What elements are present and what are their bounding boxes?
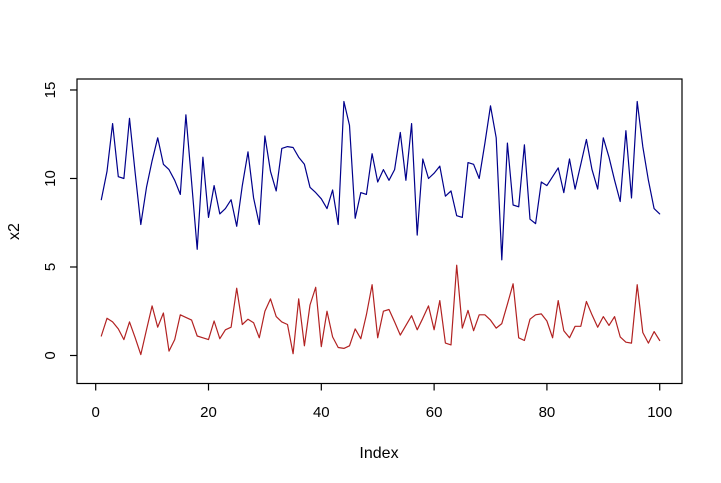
x-tick-label: 100 (647, 404, 672, 421)
x2-blue-series-line (100, 100, 661, 261)
y-tick-label: 15 (42, 82, 59, 99)
y-tick-label: 0 (42, 351, 59, 359)
x-tick-label: 40 (313, 404, 330, 421)
x-tick-label: 20 (200, 404, 217, 421)
data-series-layer (100, 100, 661, 356)
plot-frame (76, 78, 683, 385)
y-tick-label: 10 (42, 170, 59, 187)
x-tick-label: 80 (539, 404, 556, 421)
x-tick-label: 0 (92, 404, 100, 421)
y-axis-title: x2 (6, 223, 23, 240)
x-tick-label: 60 (426, 404, 443, 421)
y-tick-label: 5 (42, 263, 59, 271)
red-series-line (100, 264, 661, 356)
axis-ticks-layer: 0 20 40 60 80 100 0 5 10 15 (42, 82, 672, 421)
x-axis-title: Index (359, 445, 398, 462)
